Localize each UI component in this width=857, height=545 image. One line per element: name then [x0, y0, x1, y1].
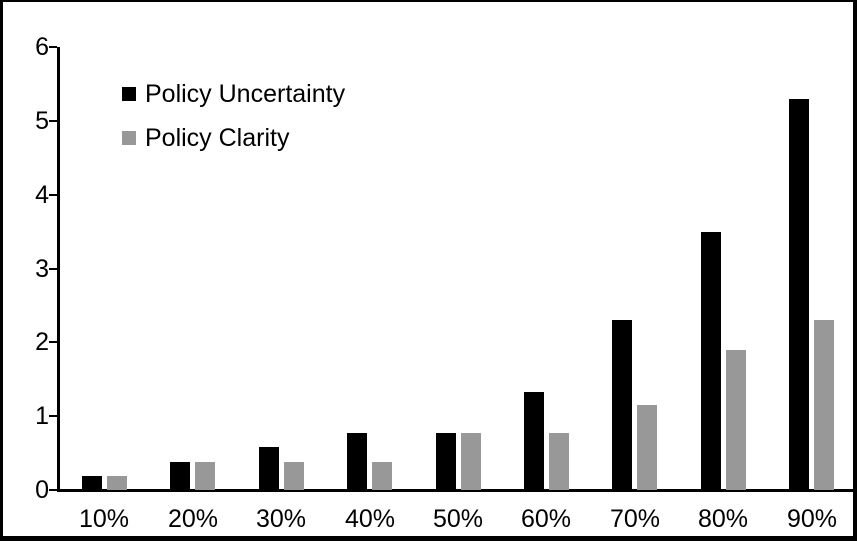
y-tick-label-2: 2: [35, 328, 49, 357]
bar-policy-uncertainty-90-: [789, 99, 809, 490]
bar-policy-uncertainty-50-: [436, 433, 456, 490]
y-tick-6: [49, 46, 57, 48]
y-tick-label-6: 6: [35, 33, 49, 61]
bar-policy-clarity-20-: [195, 462, 215, 490]
x-tick-label-20-: 20%: [167, 505, 219, 533]
bar-policy-clarity-70-: [637, 405, 657, 490]
y-tick-0: [49, 489, 57, 491]
legend-swatch-policy-clarity: [122, 131, 136, 145]
x-tick-label-80-: 80%: [697, 505, 749, 533]
y-tick-label-0: 0: [35, 476, 49, 504]
y-axis-line: [57, 47, 60, 492]
bar-policy-clarity-10-: [107, 476, 127, 490]
y-tick-3: [49, 267, 57, 270]
y-tick-label-1: 1: [35, 402, 49, 431]
legend: Policy Uncertainty Policy Clarity: [122, 80, 345, 168]
x-tick-label-70-: 70%: [609, 505, 661, 533]
bar-policy-clarity-30-: [284, 462, 304, 490]
bar-policy-uncertainty-60-: [524, 392, 544, 490]
bar-policy-uncertainty-20-: [170, 462, 190, 490]
bar-policy-clarity-50-: [461, 433, 481, 490]
y-tick-5: [49, 119, 57, 122]
y-tick-label-4: 4: [35, 180, 49, 209]
legend-swatch-policy-uncertainty: [122, 87, 136, 101]
legend-label-policy-uncertainty: Policy Uncertainty: [145, 80, 346, 108]
bar-policy-uncertainty-30-: [259, 447, 279, 490]
x-axis-line: [57, 489, 857, 492]
y-tick-label-3: 3: [35, 254, 49, 283]
legend-item-policy-uncertainty: Policy Uncertainty: [122, 80, 345, 108]
y-tick-4: [49, 193, 57, 196]
bar-policy-uncertainty-80-: [701, 232, 721, 490]
x-tick-label-50-: 50%: [432, 505, 484, 533]
legend-item-policy-clarity: Policy Clarity: [122, 124, 345, 152]
y-tick-2: [49, 341, 57, 344]
bar-policy-clarity-90-: [814, 320, 834, 490]
x-tick-label-40-: 40%: [344, 505, 396, 533]
bar-policy-clarity-80-: [726, 350, 746, 490]
bar-policy-clarity-60-: [549, 433, 569, 490]
bar-policy-uncertainty-70-: [612, 320, 632, 490]
x-tick-label-10-: 10%: [78, 505, 130, 533]
bar-policy-uncertainty-10-: [82, 476, 102, 490]
y-tick-label-5: 5: [35, 106, 49, 135]
y-tick-1: [49, 415, 57, 418]
legend-label-policy-clarity: Policy Clarity: [145, 124, 290, 152]
x-tick-label-90-: 90%: [786, 505, 838, 533]
bar-policy-clarity-40-: [372, 462, 392, 490]
x-tick-label-60-: 60%: [520, 505, 572, 533]
x-tick-label-30-: 30%: [255, 505, 307, 533]
bar-policy-uncertainty-40-: [347, 433, 367, 490]
